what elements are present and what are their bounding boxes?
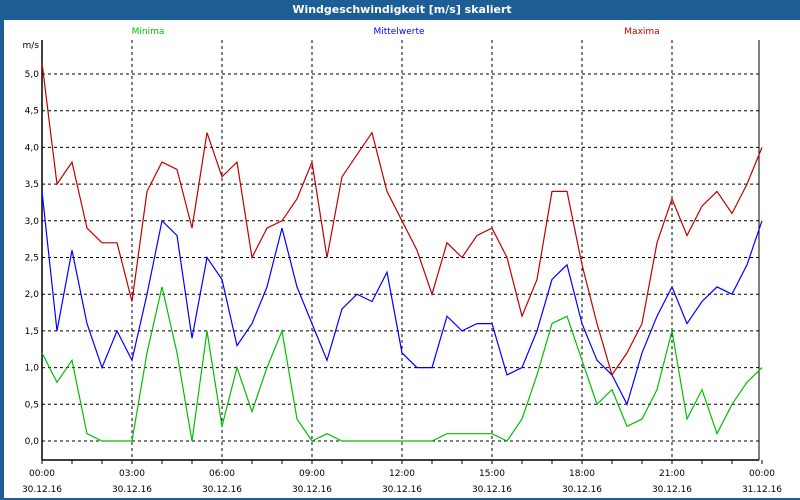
y-tick-label: 2,0 bbox=[25, 290, 40, 300]
legend-mittelwerte: Mittelwerte bbox=[373, 27, 424, 37]
y-tick-label: 2,5 bbox=[25, 254, 39, 264]
y-tick-label: 1,0 bbox=[25, 364, 40, 374]
x-tick-time: 00:00 bbox=[749, 469, 775, 479]
y-tick-label: 0,0 bbox=[25, 437, 40, 447]
window-title: Windgeschwindigkeit [m/s] skaliert bbox=[2, 0, 800, 20]
x-tick-time: 21:00 bbox=[659, 469, 685, 479]
x-tick-date: 30.12.16 bbox=[112, 485, 152, 495]
y-tick-label: 4,0 bbox=[25, 143, 40, 153]
x-tick-time: 06:00 bbox=[209, 469, 235, 479]
x-tick-time: 12:00 bbox=[389, 469, 415, 479]
series-line-minima bbox=[41, 286, 763, 442]
legend-minima: Minima bbox=[132, 27, 165, 37]
y-tick-label: 4,5 bbox=[25, 107, 39, 117]
y-tick-label: 3,0 bbox=[25, 217, 40, 227]
x-tick-time: 03:00 bbox=[119, 469, 145, 479]
y-tick-label: 1,5 bbox=[25, 327, 39, 337]
x-tick-date: 30.12.16 bbox=[382, 485, 422, 495]
x-tick-time: 00:00 bbox=[29, 469, 55, 479]
y-tick-label: 0,5 bbox=[25, 400, 39, 410]
x-tick-date: 30.12.16 bbox=[652, 485, 692, 495]
x-tick-date: 31.12.16 bbox=[742, 485, 782, 495]
x-tick-date: 30.12.16 bbox=[202, 485, 242, 495]
x-tick-date: 30.12.16 bbox=[292, 485, 332, 495]
x-tick-time: 18:00 bbox=[569, 469, 595, 479]
x-tick-date: 30.12.16 bbox=[472, 485, 512, 495]
y-axis-label: m/s bbox=[23, 41, 40, 51]
x-tick-time: 15:00 bbox=[479, 469, 505, 479]
y-tick-label: 3,5 bbox=[25, 180, 39, 190]
legend-maxima: Maxima bbox=[624, 27, 659, 37]
y-tick-label: 5,0 bbox=[25, 70, 40, 80]
x-tick-date: 30.12.16 bbox=[22, 485, 62, 495]
series-line-maxima bbox=[41, 62, 763, 377]
x-tick-time: 09:00 bbox=[299, 469, 325, 479]
series-line-mittelwerte bbox=[41, 191, 763, 406]
chart-area: 0,0 0,5 1,0 1,5 2,0 2,5 3,0 3,5 4,0 4,5 5,0 m/s 00:0… bbox=[4, 20, 800, 498]
x-tick-date: 30.12.16 bbox=[562, 485, 602, 495]
wind-speed-chart: 0,0 0,5 1,0 1,5 2,0 2,5 3,0 3,5 4,0 4,5 5,0 m/s 00:0… bbox=[22, 27, 782, 495]
